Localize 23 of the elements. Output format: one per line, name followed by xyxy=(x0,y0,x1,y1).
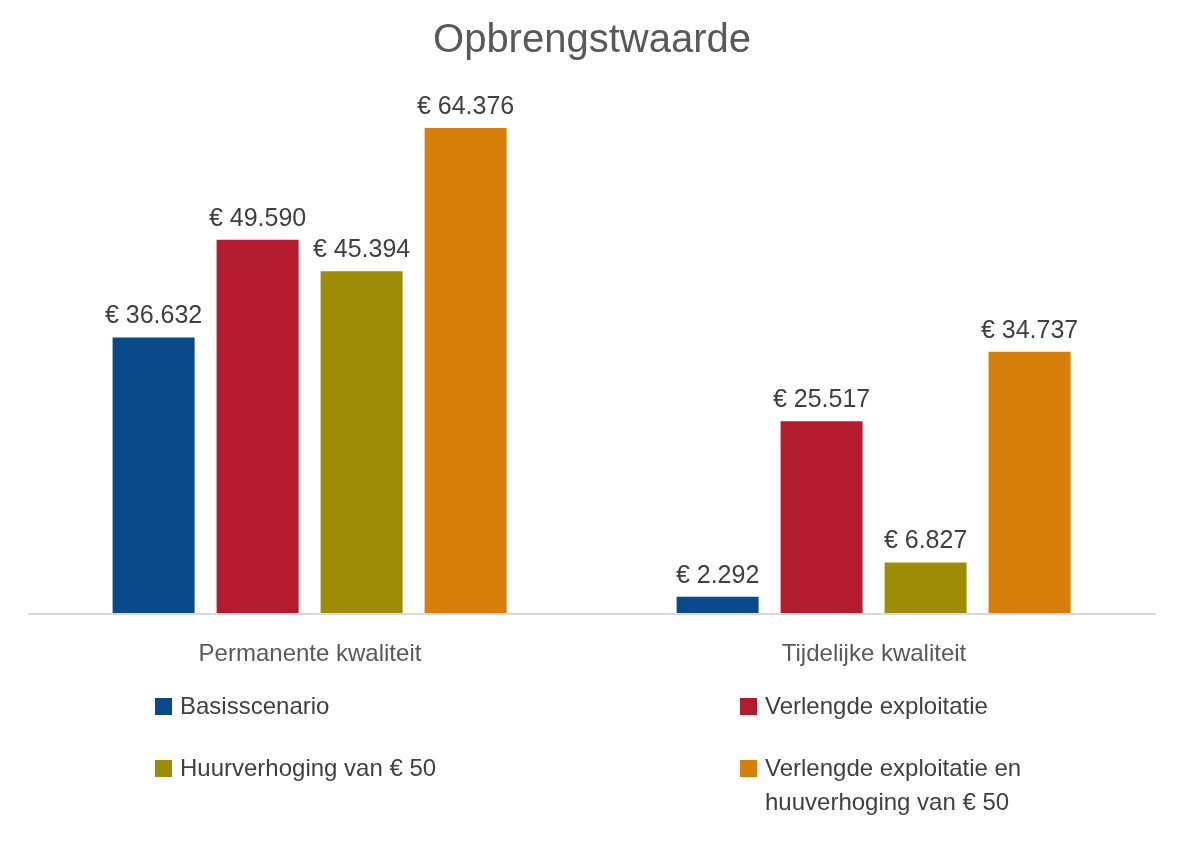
chart-title: Opbrengstwaarde xyxy=(432,15,752,62)
bar xyxy=(216,239,299,614)
bar xyxy=(112,337,195,614)
x-tick-label: Tijdelijke kwaliteit xyxy=(781,639,967,667)
bar xyxy=(988,351,1071,614)
data-label: € 2.292 xyxy=(675,559,760,588)
legend-label: Verlengde exploitatie xyxy=(765,691,988,721)
data-label: € 64.376 xyxy=(416,91,515,119)
x-tick-label: Permanente kwaliteit xyxy=(198,639,422,667)
data-label: € 36.632 xyxy=(104,300,203,329)
data-label: € 45.394 xyxy=(312,234,411,263)
data-label: € 34.737 xyxy=(980,314,1079,343)
data-label: € 6.827 xyxy=(883,525,968,554)
bar xyxy=(424,128,507,614)
bar xyxy=(780,421,863,614)
legend-label: Huurverhoging van € 50 xyxy=(180,753,437,783)
data-label: € 49.590 xyxy=(208,202,307,231)
legend-label: Verlengde exploitatie en huuverhoging van € 50 xyxy=(765,753,1023,817)
bar xyxy=(320,271,403,614)
legend-label: Basisscenario xyxy=(180,691,330,721)
bar xyxy=(884,562,967,614)
bar xyxy=(676,596,759,614)
data-label: € 25.517 xyxy=(772,384,871,413)
